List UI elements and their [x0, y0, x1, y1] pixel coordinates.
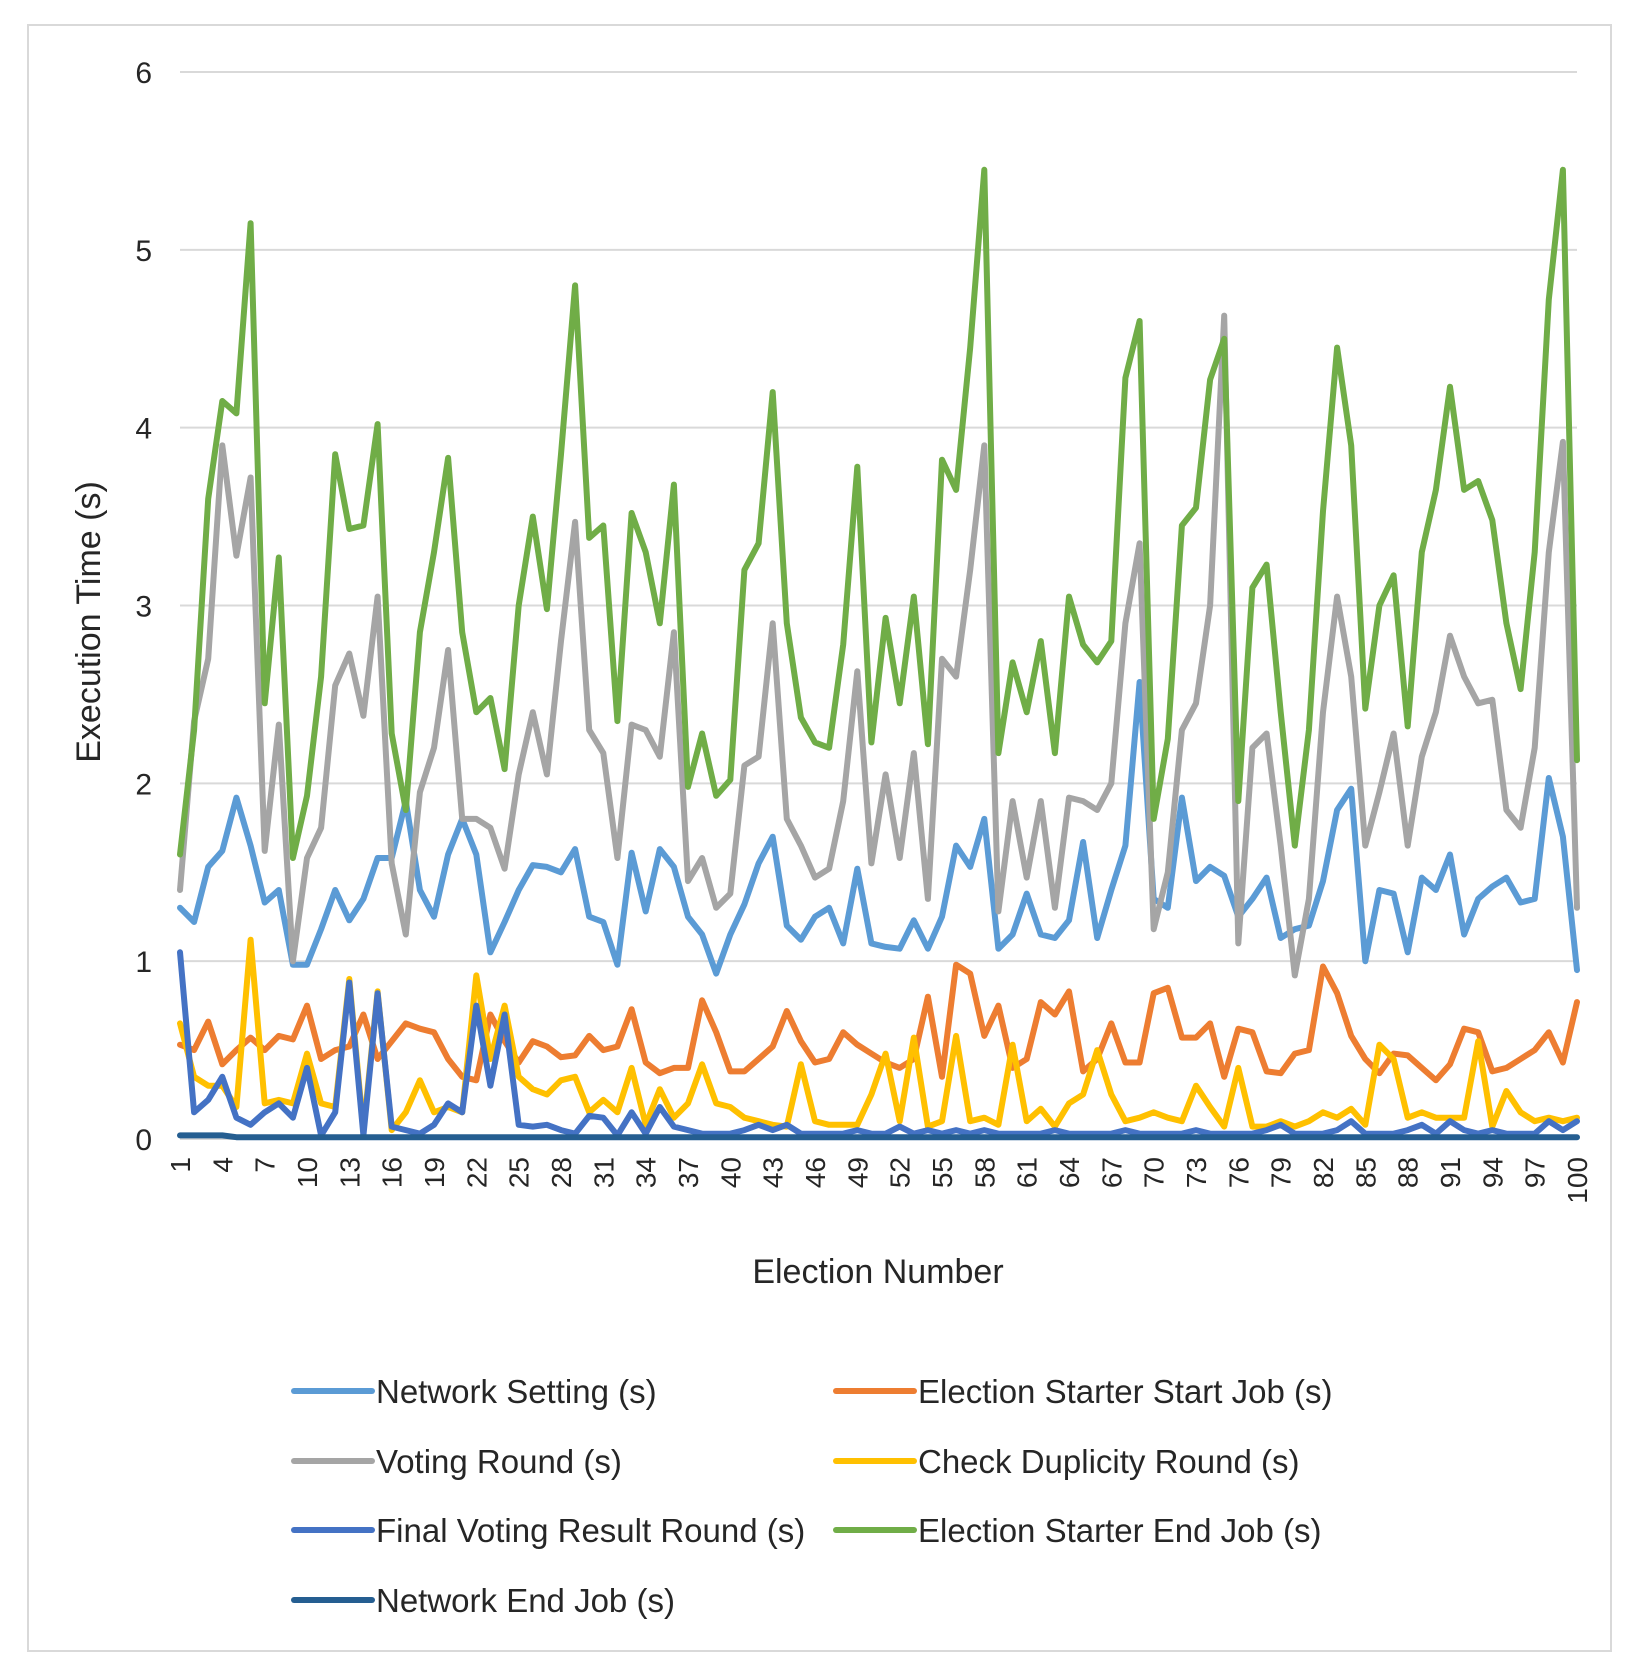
y-tick-label: 1	[135, 946, 152, 979]
x-tick-label: 31	[588, 1157, 619, 1188]
x-tick-label: 85	[1350, 1157, 1381, 1188]
gridlines	[180, 71, 1577, 1140]
x-tick-label: 91	[1435, 1157, 1466, 1188]
x-tick-label: 79	[1266, 1157, 1297, 1188]
y-axis-ticks: 0 1 2 3 4 5 6	[135, 57, 152, 1157]
y-tick-label: 5	[135, 235, 152, 268]
series-line-4	[177, 949, 1580, 1139]
x-tick-label: 37	[673, 1157, 704, 1188]
y-tick-label: 0	[135, 1124, 152, 1157]
x-tick-label: 94	[1477, 1157, 1508, 1188]
x-tick-label: 25	[504, 1157, 535, 1188]
x-tick-label: 7	[250, 1157, 281, 1173]
x-tick-label: 70	[1139, 1157, 1170, 1188]
x-tick-label: 52	[885, 1157, 916, 1188]
series-lines	[177, 166, 1580, 1141]
x-tick-label: 28	[546, 1157, 577, 1188]
x-tick-label: 43	[758, 1157, 789, 1188]
legend-label-3: Check Duplicity Round (s)	[918, 1443, 1299, 1480]
y-tick-label: 4	[135, 413, 152, 446]
x-tick-label: 97	[1520, 1157, 1551, 1188]
legend-label-2: Voting Round (s)	[376, 1443, 622, 1480]
x-tick-label: 67	[1096, 1157, 1127, 1188]
x-tick-label: 58	[969, 1157, 1000, 1188]
x-tick-label: 34	[631, 1157, 662, 1188]
series-line-2	[177, 312, 1580, 979]
y-axis-title: Execution Time (s)	[70, 481, 108, 763]
x-tick-label: 100	[1562, 1157, 1593, 1204]
legend-label-4: Final Voting Result Round (s)	[376, 1512, 805, 1549]
y-tick-label: 6	[135, 57, 152, 90]
series-line-5	[177, 166, 1580, 861]
x-tick-label: 22	[461, 1157, 492, 1188]
series-line-3	[177, 936, 1580, 1134]
legend-label-1: Election Starter Start Job (s)	[918, 1373, 1332, 1410]
x-tick-label: 88	[1393, 1157, 1424, 1188]
x-tick-label: 64	[1054, 1157, 1085, 1188]
y-tick-label: 3	[135, 591, 152, 624]
series-line-1	[177, 961, 1580, 1084]
x-axis-ticks: 1 4 7 10 13 16 19 22 25 28 31 34 37 40 43 46 49 52 55 58 61 6…	[165, 1157, 1593, 1204]
x-tick-label: 55	[927, 1157, 958, 1188]
legend-label-6: Network End Job (s)	[376, 1582, 675, 1619]
x-tick-label: 19	[419, 1157, 450, 1188]
x-tick-label: 13	[334, 1157, 365, 1188]
x-tick-label: 49	[842, 1157, 873, 1188]
x-tick-label: 73	[1181, 1157, 1212, 1188]
x-tick-label: 82	[1308, 1157, 1339, 1188]
x-tick-label: 76	[1223, 1157, 1254, 1188]
x-tick-label: 61	[1012, 1157, 1043, 1188]
x-axis-title: Election Number	[752, 1253, 1003, 1291]
legend-label-0: Network Setting (s)	[376, 1373, 657, 1410]
legend: Network Setting (s) Election Starter Star…	[291, 1373, 1332, 1619]
legend-label-5: Election Starter End Job (s)	[918, 1512, 1322, 1549]
series-line-6	[177, 1132, 1580, 1141]
x-tick-label: 40	[715, 1157, 746, 1188]
x-tick-label: 1	[165, 1157, 196, 1173]
x-tick-label: 4	[207, 1157, 238, 1173]
x-tick-label: 16	[377, 1157, 408, 1188]
x-tick-label: 10	[292, 1157, 323, 1188]
x-tick-label: 46	[800, 1157, 831, 1188]
y-tick-label: 2	[135, 768, 152, 801]
